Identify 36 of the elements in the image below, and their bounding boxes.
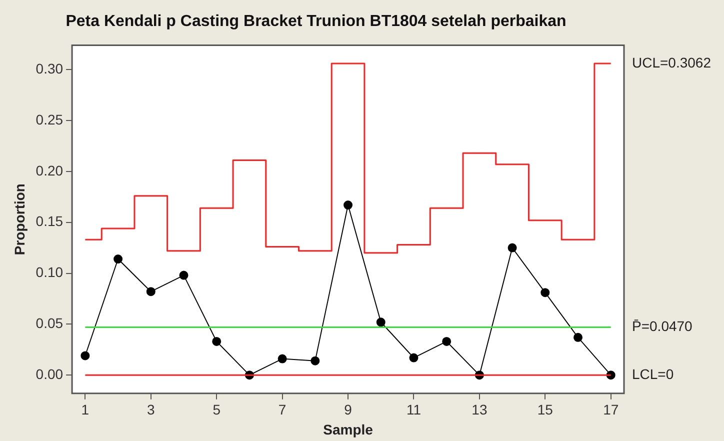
y-tick-label: 0.25 [36,111,64,128]
y-tick-label: 0.05 [36,315,64,332]
x-tick-label: 1 [81,402,90,418]
y-tick-label: 0.15 [36,213,64,230]
point [376,318,386,327]
point [310,356,320,366]
x-tick-label: 7 [278,402,286,418]
point [344,200,353,210]
x-tick-label: 11 [406,402,422,418]
point [212,336,222,346]
point [574,332,583,342]
point [179,270,188,280]
ref-line-label: P̄=0.0470 [632,318,693,334]
chart-title: Peta Kendali p Casting Bracket Trunion BT1804 setelah perbaikan [66,13,566,30]
point [409,353,418,362]
point [442,336,452,346]
point [114,254,123,264]
x-tick-label: 15 [537,402,554,418]
y-tick-label: 0.30 [36,60,64,76]
point [146,287,156,296]
y-axis-title: Proportion [11,184,28,256]
x-tick-label: 3 [147,402,155,418]
x-tick-label: 13 [472,402,488,418]
y-tick-label: 0.20 [36,162,64,178]
x-tick-label: 17 [603,402,619,418]
point [540,288,550,298]
y-tick-label: 0.10 [36,264,64,280]
point [80,351,90,360]
series-label: UCL=0.3062 [632,54,712,70]
x-tick-label: 9 [344,402,352,418]
point [508,243,517,252]
y-tick-label: 0.00 [36,366,64,382]
ref-line-label: LCL=0 [632,366,674,382]
point [278,354,287,364]
x-tick-label: 5 [212,402,221,418]
x-axis-title: Sample [323,421,374,438]
